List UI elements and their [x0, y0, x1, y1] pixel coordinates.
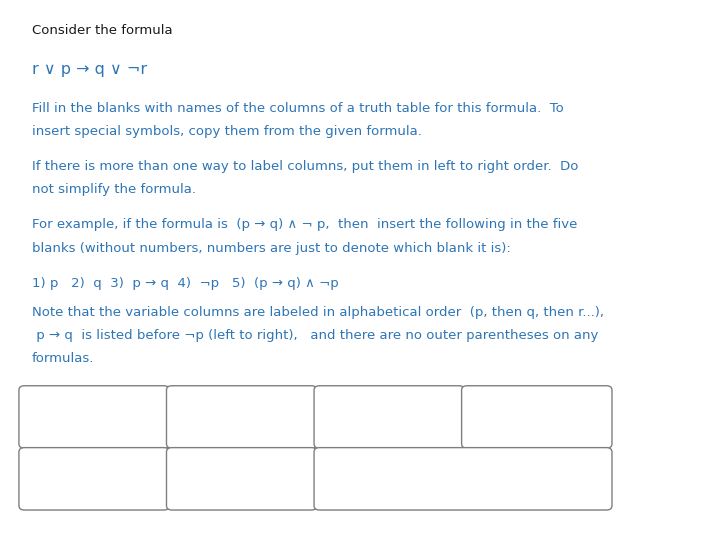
FancyBboxPatch shape	[167, 386, 317, 448]
Text: p → q  is listed before ¬p (left to right),   and there are no outer parentheses: p → q is listed before ¬p (left to right…	[32, 329, 598, 342]
FancyBboxPatch shape	[19, 386, 170, 448]
Text: Fill in the blanks with names of the columns of a truth table for this formula. : Fill in the blanks with names of the col…	[32, 102, 564, 115]
Text: not simplify the formula.: not simplify the formula.	[32, 183, 196, 196]
Text: If there is more than one way to label columns, put them in left to right order.: If there is more than one way to label c…	[32, 160, 578, 173]
Text: formulas.: formulas.	[32, 352, 94, 365]
Text: Consider the formula: Consider the formula	[32, 24, 172, 37]
Text: For example, if the formula is  (p → q) ∧ ¬ p,  then  insert the following in th: For example, if the formula is (p → q) ∧…	[32, 218, 577, 231]
Text: Note that the variable columns are labeled in alphabetical order  (p, then q, th: Note that the variable columns are label…	[32, 306, 604, 319]
FancyBboxPatch shape	[314, 386, 464, 448]
FancyBboxPatch shape	[314, 448, 612, 510]
FancyBboxPatch shape	[461, 386, 612, 448]
FancyBboxPatch shape	[167, 448, 317, 510]
Text: insert special symbols, copy them from the given formula.: insert special symbols, copy them from t…	[32, 125, 421, 138]
Text: blanks (without numbers, numbers are just to denote which blank it is):: blanks (without numbers, numbers are jus…	[32, 242, 510, 254]
Text: r ∨ p → q ∨ ¬r: r ∨ p → q ∨ ¬r	[32, 62, 147, 77]
FancyBboxPatch shape	[19, 448, 170, 510]
Text: 1) p   2)  q  3)  p → q  4)  ¬p   5)  (p → q) ∧ ¬p: 1) p 2) q 3) p → q 4) ¬p 5) (p → q) ∧ ¬p	[32, 277, 339, 289]
